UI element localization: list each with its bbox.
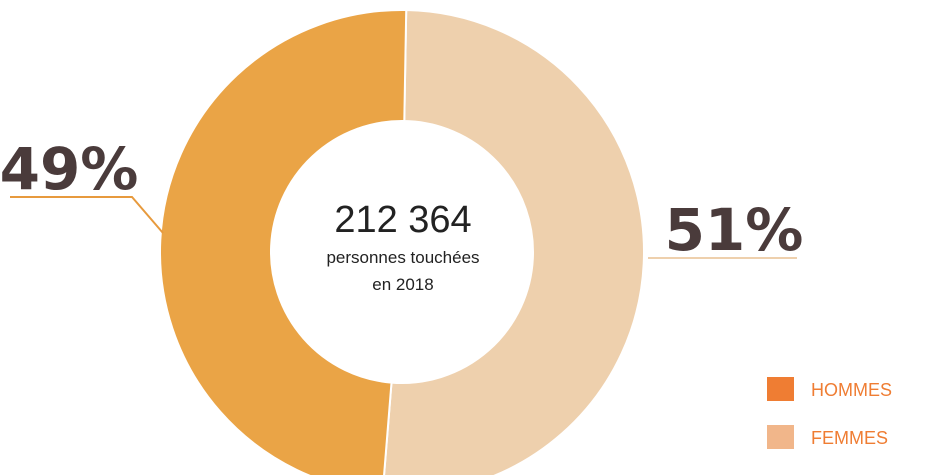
slices-layer	[159, 9, 646, 475]
legend-label-hommes: HOMMES	[811, 380, 892, 400]
pct-label-hommes: 49%	[0, 135, 138, 203]
legend: HOMMES FEMMES	[767, 377, 892, 449]
center-caption-line2: en 2018	[372, 275, 433, 294]
slice-hommes	[159, 9, 408, 475]
center-total-value: 212 364	[334, 199, 471, 241]
slice-femmes	[383, 9, 646, 475]
center-caption-line1: personnes touchées	[326, 248, 479, 267]
legend-label-femmes: FEMMES	[811, 428, 888, 448]
legend-swatch-hommes	[767, 377, 794, 401]
pct-label-femmes: 51%	[665, 196, 804, 264]
legend-swatch-femmes	[767, 425, 794, 449]
callout-line-hommes	[10, 196, 164, 234]
